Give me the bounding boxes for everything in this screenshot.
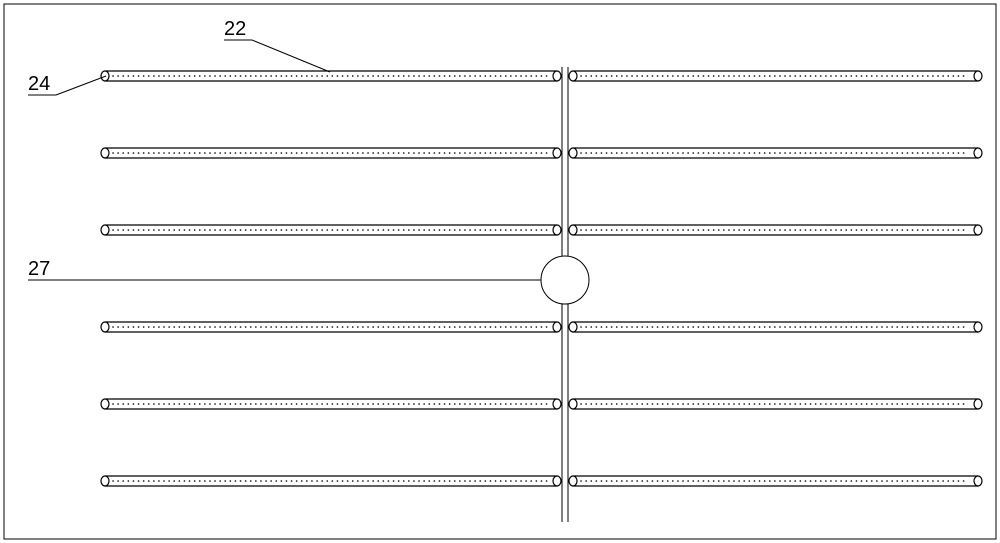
callout-label-24: 24 [28, 73, 50, 96]
callout-label-22: 22 [224, 18, 246, 41]
technical-diagram [0, 0, 1000, 543]
callout-label-27: 27 [28, 258, 50, 281]
